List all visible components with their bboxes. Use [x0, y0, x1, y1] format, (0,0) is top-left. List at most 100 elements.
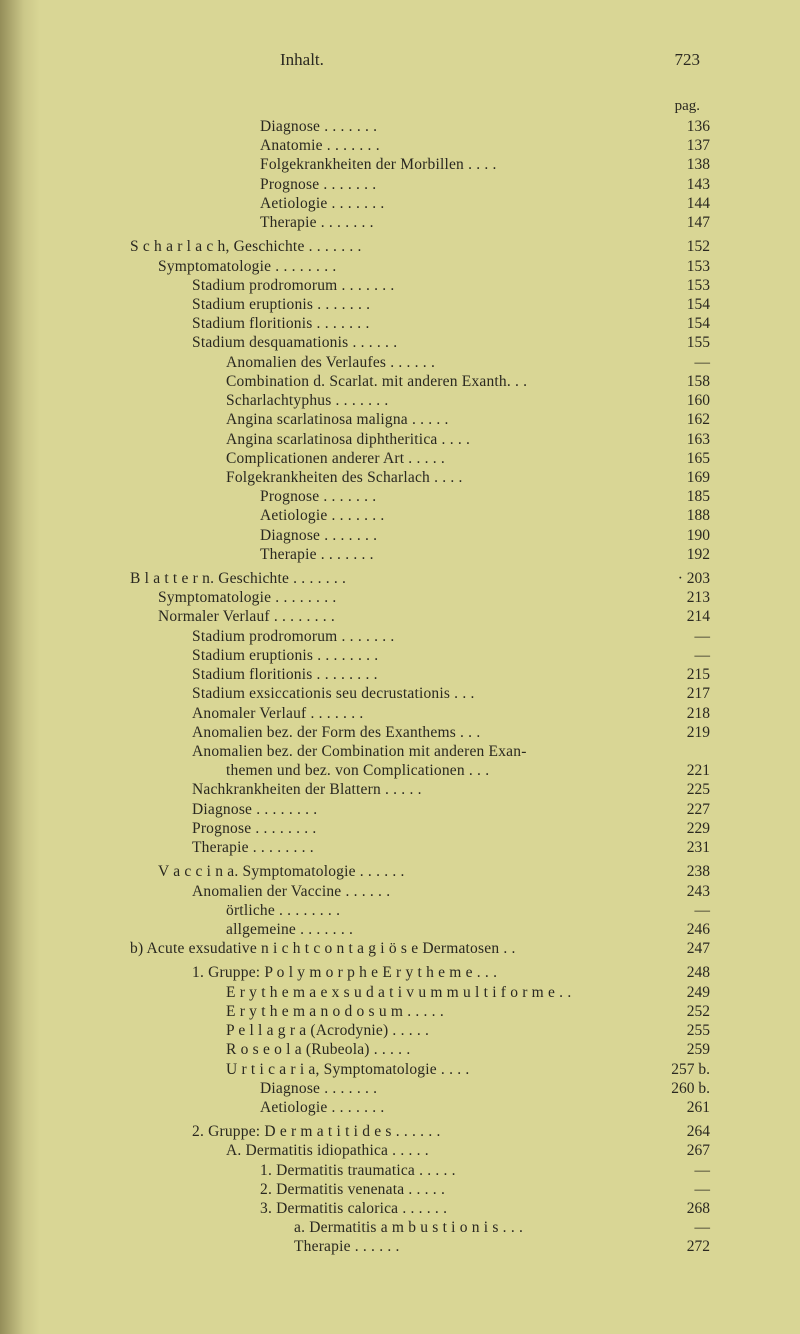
toc-entry-text: Aetiologie . . . . . . . [260, 194, 384, 213]
toc-entry-page: — [644, 901, 710, 920]
toc-entry: S c h a r l a c h, Geschichte . . . . . … [130, 237, 710, 256]
toc-entry: Aetiologie . . . . . . . 188 [130, 506, 710, 525]
toc-entry: P e l l a g r a (Acrodynie) . . . . .255 [130, 1021, 710, 1040]
toc-entry-text: S c h a r l a c h, Geschichte . . . . . … [130, 237, 362, 256]
toc-entry: 2. Gruppe: D e r m a t i t i d e s . . .… [130, 1122, 710, 1141]
toc-entry-page: 190 [644, 526, 710, 545]
toc-entry: Anatomie . . . . . . .137 [130, 136, 710, 155]
toc-entry-text: Stadium prodromorum . . . . . . . [192, 627, 395, 646]
toc-entry: Prognose . . . . . . . .229 [130, 819, 710, 838]
toc-entry-text: Scharlachtyphus . . . . . . . [226, 391, 389, 410]
page-shadow [0, 0, 40, 1334]
toc-entry: Anomalien des Verlaufes . . . . . .— [130, 353, 710, 372]
toc-entry: Angina scarlatinosa diphtheritica . . . … [130, 430, 710, 449]
toc-entry-text: themen und bez. von Complicationen . . . [226, 761, 489, 780]
toc-entry: Stadium eruptionis . . . . . . . .— [130, 646, 710, 665]
toc-entry: Normaler Verlauf . . . . . . . .214 [130, 607, 710, 626]
toc-entry-text: Diagnose . . . . . . . . [192, 800, 317, 819]
toc-entry-text: allgemeine . . . . . . . [226, 920, 353, 939]
toc-entry-page: 147 [644, 213, 710, 232]
toc-entry: Diagnose . . . . . . . 136 [130, 117, 710, 136]
toc-entry: Stadium desquamationis . . . . . . 155 [130, 333, 710, 352]
toc-entry-text: 3. Dermatitis calorica . . . . . . [260, 1199, 447, 1218]
toc-entry: Symptomatologie . . . . . . . .153 [130, 257, 710, 276]
toc-entry: Scharlachtyphus . . . . . . .160 [130, 391, 710, 410]
toc-entry: Diagnose . . . . . . . . 227 [130, 800, 710, 819]
toc-entry-page [644, 742, 710, 761]
toc-entry-text: 2. Dermatitis venenata . . . . . [260, 1180, 445, 1199]
toc-entry: Symptomatologie . . . . . . . .213 [130, 588, 710, 607]
toc-entry-text: örtliche . . . . . . . . [226, 901, 340, 920]
toc-entry-text: Angina scarlatinosa diphtheritica . . . … [226, 430, 470, 449]
toc-entry-page: 267 [644, 1141, 710, 1160]
toc-entry: Complicationen anderer Art . . . . .165 [130, 449, 710, 468]
toc-entry-page: 243 [644, 882, 710, 901]
toc-entry-page: 155 [644, 333, 710, 352]
toc-entry-text: U r t i c a r i a, Symptomatologie . . .… [226, 1060, 469, 1079]
toc-entry-page: 158 [644, 372, 710, 391]
toc-entry: Anomalien bez. der Combination mit ander… [130, 742, 710, 761]
toc-entry-page: 185 [644, 487, 710, 506]
toc-entry-text: 1. Gruppe: P o l y m o r p h e E r y t h… [192, 963, 497, 982]
toc-entry-page: 261 [644, 1098, 710, 1117]
toc-entry: E r y t h e m a n o d o s u m . . . . .2… [130, 1002, 710, 1021]
toc-entry: Diagnose . . . . . . . 190 [130, 526, 710, 545]
toc-entry: 1. Dermatitis traumatica . . . . .— [130, 1161, 710, 1180]
toc-entry-text: V a c c i n a. Symptomatologie . . . . .… [158, 862, 405, 881]
toc-entry-text: Prognose . . . . . . . [260, 487, 376, 506]
toc-entry-text: Therapie . . . . . . . [260, 213, 374, 232]
toc-entry-page: 268 [644, 1199, 710, 1218]
toc-entry-text: Folgekrankheiten des Scharlach . . . . [226, 468, 463, 487]
toc-entry-text: A. Dermatitis idiopathica . . . . . [226, 1141, 429, 1160]
toc-entry-page: 188 [644, 506, 710, 525]
toc-entry-page: 154 [644, 314, 710, 333]
toc-entry-page: 272 [644, 1237, 710, 1256]
toc-entry: Stadium exsiccationis seu decrustationis… [130, 684, 710, 703]
toc-entry: R o s e o l a (Rubeola) . . . . . 259 [130, 1040, 710, 1059]
toc-entry-page: 144 [644, 194, 710, 213]
toc-entry: V a c c i n a. Symptomatologie . . . . .… [130, 862, 710, 881]
toc-entry-page: 227 [644, 800, 710, 819]
toc-entry: U r t i c a r i a, Symptomatologie . . .… [130, 1060, 710, 1079]
toc-entry-text: Stadium desquamationis . . . . . . [192, 333, 397, 352]
toc-entry-page: 225 [644, 780, 710, 799]
toc-entry: themen und bez. von Complicationen . . .… [130, 761, 710, 780]
toc-entries: Diagnose . . . . . . .136Anatomie . . . … [130, 117, 710, 1257]
toc-entry-page: 248 [644, 963, 710, 982]
toc-entry-text: Stadium floritionis . . . . . . . [192, 314, 370, 333]
toc-entry-text: Aetiologie . . . . . . . [260, 506, 384, 525]
toc-entry-page: 249 [644, 983, 710, 1002]
toc-entry: allgemeine . . . . . . . 246 [130, 920, 710, 939]
header-page-number: 723 [675, 50, 701, 70]
toc-entry-text: E r y t h e m a n o d o s u m . . . . . [226, 1002, 444, 1021]
toc-entry: Aetiologie . . . . . . .261 [130, 1098, 710, 1117]
toc-entry: A. Dermatitis idiopathica . . . . . 267 [130, 1141, 710, 1160]
toc-entry-page: 238 [644, 862, 710, 881]
toc-entry-page: 221 [644, 761, 710, 780]
toc-entry-text: Diagnose . . . . . . . [260, 526, 377, 545]
toc-entry-text: Therapie . . . . . . [294, 1237, 400, 1256]
toc-entry-page: 152 [644, 237, 710, 256]
toc-entry: Therapie . . . . . . . 147 [130, 213, 710, 232]
toc-entry: 1. Gruppe: P o l y m o r p h e E r y t h… [130, 963, 710, 982]
toc-entry: a. Dermatitis a m b u s t i o n i s . . … [130, 1218, 710, 1237]
toc-entry-page: 136 [644, 117, 710, 136]
toc-entry-page: 264 [644, 1122, 710, 1141]
toc-entry-text: P e l l a g r a (Acrodynie) . . . . . [226, 1021, 429, 1040]
toc-entry-page: 217 [644, 684, 710, 703]
toc-entry-page: 218 [644, 704, 710, 723]
toc-entry-text: Angina scarlatinosa maligna . . . . . [226, 410, 449, 429]
toc-entry-text: Anatomie . . . . . . . [260, 136, 380, 155]
toc-entry-text: Stadium prodromorum . . . . . . . [192, 276, 395, 295]
toc-entry-page: 153 [644, 276, 710, 295]
toc-entry-page: — [644, 646, 710, 665]
toc-entry-page: 259 [644, 1040, 710, 1059]
toc-entry-text: Prognose . . . . . . . . [192, 819, 317, 838]
toc-entry-page: — [644, 1180, 710, 1199]
toc-entry-page: — [644, 627, 710, 646]
toc-entry-text: R o s e o l a (Rubeola) . . . . . [226, 1040, 410, 1059]
toc-entry-page: 246 [644, 920, 710, 939]
toc-entry: Therapie . . . . . . 272 [130, 1237, 710, 1256]
toc-entry-text: Diagnose . . . . . . . [260, 117, 377, 136]
toc-entry: Folgekrankheiten des Scharlach . . . .16… [130, 468, 710, 487]
